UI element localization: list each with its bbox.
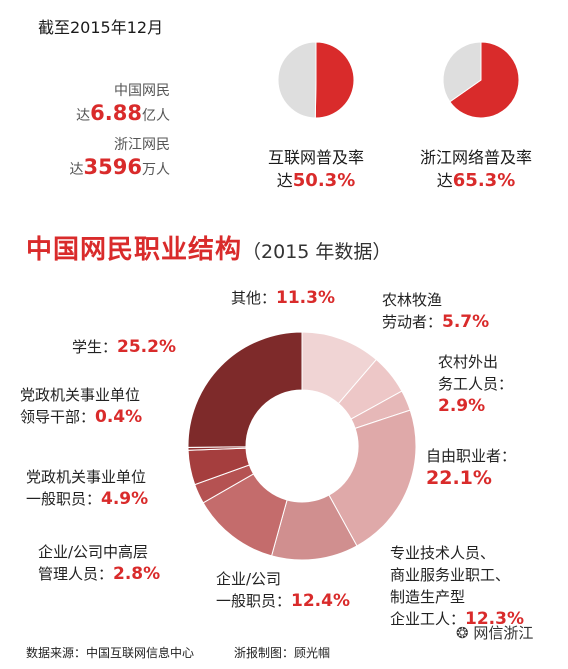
label-gov-leader-line1: 党政机关事业单位 [20, 386, 141, 404]
chart-title-main: 中国网民职业结构 [26, 235, 243, 265]
china-netizens-prefix: 达 [76, 108, 91, 124]
label-student-value: 25.2% [117, 337, 176, 357]
internet-rate-prefix: 达 [276, 171, 293, 190]
zhejiang-rate-prefix: 达 [436, 171, 453, 190]
label-migrant-line2: 务工人员： [438, 375, 514, 393]
label-other: 其他：11.3% [231, 287, 335, 309]
label-other-value: 11.3% [276, 288, 335, 308]
label-gov-staff-line2: 一般职员： [26, 490, 102, 508]
label-freelance-value: 22.1% [426, 467, 492, 489]
china-netizens-label: 中国网民 [114, 83, 170, 99]
label-migrant: 农村外出 务工人员： 2.9% [438, 351, 513, 417]
label-company-staff-value: 12.4% [291, 591, 350, 611]
internet-rate-pie-slice-1 [277, 41, 317, 119]
credit-note: 浙报制图：顾光帼 [234, 646, 331, 660]
label-migrant-value: 2.9% [438, 396, 486, 416]
label-professional-line2: 商业服务业职工、 [390, 566, 511, 584]
occupation-donut-slice-3 [328, 409, 417, 547]
label-professional-line1: 专业技术人员、 [390, 544, 496, 562]
wechat-icon: ❂ [456, 624, 474, 642]
zhejiang-netizens-prefix: 达 [69, 162, 84, 178]
china-netizens-unit: 亿人 [142, 108, 170, 124]
label-student: 学生：25.2% [72, 336, 176, 358]
label-gov-leader-line2: 领导干部： [20, 408, 96, 426]
label-professional: 专业技术人员、 商业服务业职工、 制造生产型 企业工人：12.3% [390, 542, 524, 630]
label-student-text: 学生： [72, 338, 118, 356]
zhejiang-netizens-stat: 浙江网民 达3596万人 [62, 134, 170, 181]
label-professional-value: 12.3% [465, 609, 524, 629]
label-company-manager: 企业/公司中高层 管理人员：2.8% [38, 541, 160, 585]
label-company-staff-line2: 一般职员： [216, 592, 292, 610]
zhejiang-rate-value: 65.3% [452, 170, 516, 191]
label-gov-leader-value: 0.4% [95, 407, 143, 427]
zhejiang-netizens-value: 3596 [83, 155, 142, 179]
wechat-name: 网信浙江 [473, 624, 534, 642]
label-freelance-line1: 自由职业者： [426, 447, 517, 465]
label-migrant-line1: 农村外出 [438, 353, 499, 371]
chart-title-sub: （2015 年数据） [242, 241, 392, 263]
label-freelance: 自由职业者： 22.1% [426, 445, 516, 489]
label-company-staff-line1: 企业/公司 [216, 570, 282, 588]
zhejiang-rate-label: 浙江网络普及率 达65.3% [386, 146, 566, 192]
label-other-text: 其他： [231, 289, 277, 307]
label-company-manager-line2: 管理人员： [38, 565, 114, 583]
chart-title: 中国网民职业结构（2015 年数据） [26, 229, 391, 266]
label-gov-staff-line1: 党政机关事业单位 [26, 468, 147, 486]
internet-rate-value: 50.3% [292, 170, 356, 191]
zhejiang-rate-line1: 浙江网络普及率 [419, 148, 532, 167]
date-text: 截至2015年12月 [38, 18, 164, 37]
label-professional-line4: 企业工人： [390, 610, 466, 628]
zhejiang-rate-pie [442, 41, 520, 119]
wechat-badge: ❂ 网信浙江 [456, 622, 533, 643]
label-company-staff: 企业/公司 一般职员：12.4% [216, 568, 350, 612]
label-farm: 农林牧渔 劳动者：5.7% [382, 289, 489, 333]
china-netizens-stat: 中国网民 达6.88亿人 [62, 80, 170, 127]
china-netizens-value: 6.88 [90, 101, 142, 125]
zhejiang-rate-pie-slice-0 [449, 41, 520, 119]
label-company-manager-value: 2.8% [113, 564, 161, 584]
label-farm-value: 5.7% [442, 312, 490, 332]
label-farm-line1: 农林牧渔 [382, 291, 443, 309]
label-gov-staff-value: 4.9% [101, 489, 149, 509]
label-professional-line3: 制造生产型 [390, 588, 466, 606]
zhejiang-netizens-label: 浙江网民 [114, 137, 170, 153]
internet-rate-pie [277, 41, 355, 119]
internet-rate-label: 互联网普及率 达50.3% [236, 146, 396, 192]
internet-rate-line1: 互联网普及率 [267, 148, 364, 167]
occupation-donut-slice-9 [187, 331, 303, 448]
label-company-manager-line1: 企业/公司中高层 [38, 543, 149, 561]
occupation-donut [187, 331, 417, 561]
label-gov-staff: 党政机关事业单位 一般职员：4.9% [26, 466, 148, 510]
internet-rate-pie-slice-0 [314, 41, 355, 119]
source-note: 数据来源：中国互联网信息中心 [26, 646, 195, 660]
label-gov-leader: 党政机关事业单位 领导干部：0.4% [20, 384, 142, 428]
zhejiang-rate-pie-slice-1 [442, 41, 482, 103]
zhejiang-netizens-unit: 万人 [142, 162, 170, 178]
label-farm-line2: 劳动者： [382, 313, 443, 331]
